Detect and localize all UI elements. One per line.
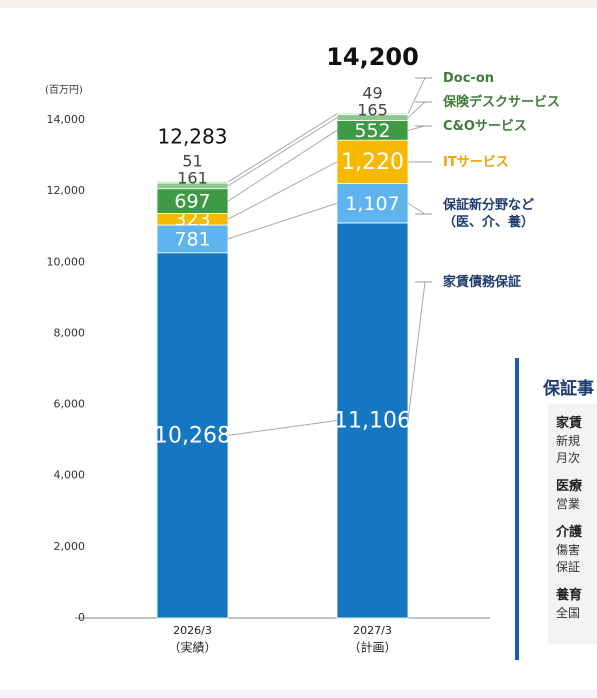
segment-label: 1,220: [341, 150, 404, 175]
bar-segment: [336, 222, 409, 619]
bar-segment: [156, 180, 229, 184]
panel-heading: 家賃: [556, 416, 583, 431]
connector: [227, 161, 338, 220]
bar-segment: [156, 224, 229, 254]
segment-label: 552: [354, 120, 390, 142]
bar-segment: [336, 183, 409, 224]
y-tick-label: 10,000: [47, 255, 86, 268]
segment-label: 165: [357, 100, 388, 119]
panel-heading: 介護: [556, 525, 583, 540]
panel-line: 保証: [556, 560, 581, 574]
connector: [407, 77, 426, 115]
unit-label: (百万円): [45, 84, 83, 96]
segment-label: 11,106: [334, 408, 411, 433]
panel-heading: 養育: [556, 588, 583, 603]
connector: [227, 113, 338, 183]
legend-label: 家賃債務保証: [443, 274, 522, 290]
connector: [407, 125, 426, 131]
y-tick-label: 14,000: [47, 113, 86, 126]
connector: [227, 129, 338, 202]
y-tick-label: 12,000: [47, 184, 86, 197]
panel-line: 新規: [556, 434, 581, 448]
bottom-band: [0, 690, 597, 698]
legend-label: Doc-on: [443, 70, 495, 86]
side-panel: 保証事 家賃新規月次医療営業介護傷害保証養育全国: [515, 358, 597, 660]
total-label: 12,283: [158, 125, 228, 149]
bar-segment: [156, 252, 229, 619]
connector: [407, 101, 426, 118]
panel-line: 営業: [556, 497, 581, 511]
segment-label: 697: [174, 191, 210, 213]
x-tick-note: （計画）: [348, 640, 396, 655]
segment-label: 10,268: [154, 423, 231, 448]
connector: [407, 202, 426, 215]
x-tick-note: （実績）: [168, 640, 216, 655]
segment-label: 781: [174, 228, 210, 250]
connector: [227, 202, 338, 240]
connector: [227, 117, 338, 187]
segment-label: 323: [174, 209, 210, 231]
y-tick-label: 2,000: [54, 540, 86, 553]
y-tick-label: 0: [78, 611, 85, 624]
panel-line: 傷害: [556, 543, 581, 557]
y-tick-label: 6,000: [54, 398, 86, 411]
connector: [227, 419, 338, 436]
panel-title: 保証事: [543, 379, 594, 399]
connector: [407, 281, 426, 421]
panel-box: 家賃新規月次医療営業介護傷害保証養育全国: [548, 404, 597, 644]
panel-line: 月次: [556, 451, 581, 465]
panel-line: 全国: [556, 606, 581, 620]
panel-heading: 医療: [556, 479, 583, 494]
segment-label: 51: [182, 152, 202, 171]
bar-segment: [156, 188, 229, 214]
total-label: 14,200: [326, 43, 419, 71]
legend-label: 保険デスクサービス: [443, 94, 561, 110]
x-tick-label: 2027/3: [353, 624, 392, 637]
x-tick-label: 2026/3: [173, 624, 212, 637]
y-tick-label: 8,000: [54, 326, 86, 339]
y-tick-label: 4,000: [54, 469, 86, 482]
top-band: [0, 0, 597, 8]
segment-label: 1,107: [345, 193, 399, 215]
segment-label: 49: [362, 83, 382, 102]
segment-label: 161: [177, 169, 208, 188]
legend-label: ITサービス: [443, 154, 509, 170]
legend-label: C&Oサービス: [443, 118, 527, 134]
legend-label: 保証新分野など （医、介、養）: [443, 198, 535, 230]
